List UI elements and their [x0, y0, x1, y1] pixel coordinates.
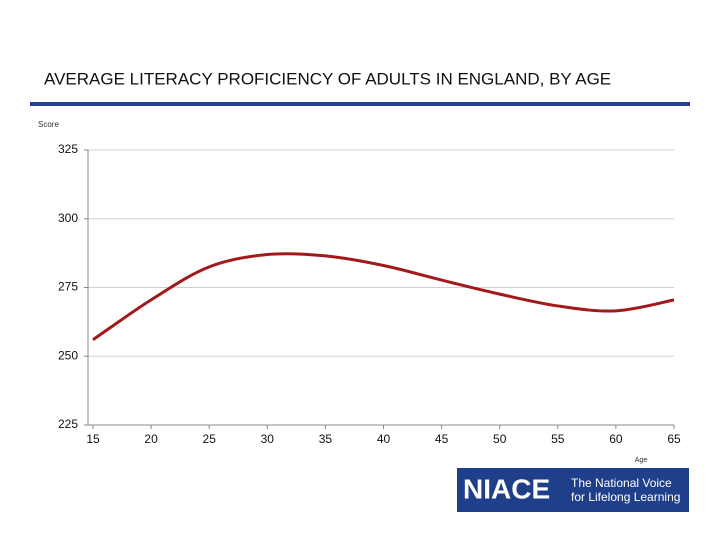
x-tick-label: 15 — [86, 432, 100, 446]
x-tick-label: 45 — [435, 432, 449, 446]
x-tick-label: 65 — [667, 432, 681, 446]
series-line — [92, 252, 675, 341]
title-rule — [30, 102, 690, 106]
y-tick-label: 300 — [58, 211, 78, 225]
x-tick-label: 55 — [551, 432, 565, 446]
chart-title: AVERAGE LITERACY PROFICIENCY OF ADULTS I… — [44, 69, 611, 88]
x-tick-label: 20 — [144, 432, 158, 446]
y-tick-label: 325 — [58, 142, 78, 156]
y-axis-label: Score — [38, 120, 59, 129]
logo: NIACE The National Voice for Lifelong Le… — [457, 468, 689, 512]
x-tick-label: 50 — [493, 432, 507, 446]
y-tick-label: 225 — [58, 417, 78, 431]
x-tick-label: 30 — [261, 432, 275, 446]
logo-name: NIACE — [463, 473, 550, 504]
x-tick-label: 35 — [319, 432, 333, 446]
logo-box — [457, 468, 689, 512]
x-tick-label: 25 — [203, 432, 217, 446]
x-tick-label: 60 — [609, 432, 623, 446]
y-tick-label: 275 — [58, 280, 78, 294]
x-tick-label: 40 — [377, 432, 391, 446]
x-axis-label: Age — [635, 457, 648, 464]
logo-line: for Lifelong Learning — [571, 490, 680, 504]
y-tick-label: 250 — [58, 348, 78, 362]
logo-line: The National Voice — [571, 476, 672, 490]
